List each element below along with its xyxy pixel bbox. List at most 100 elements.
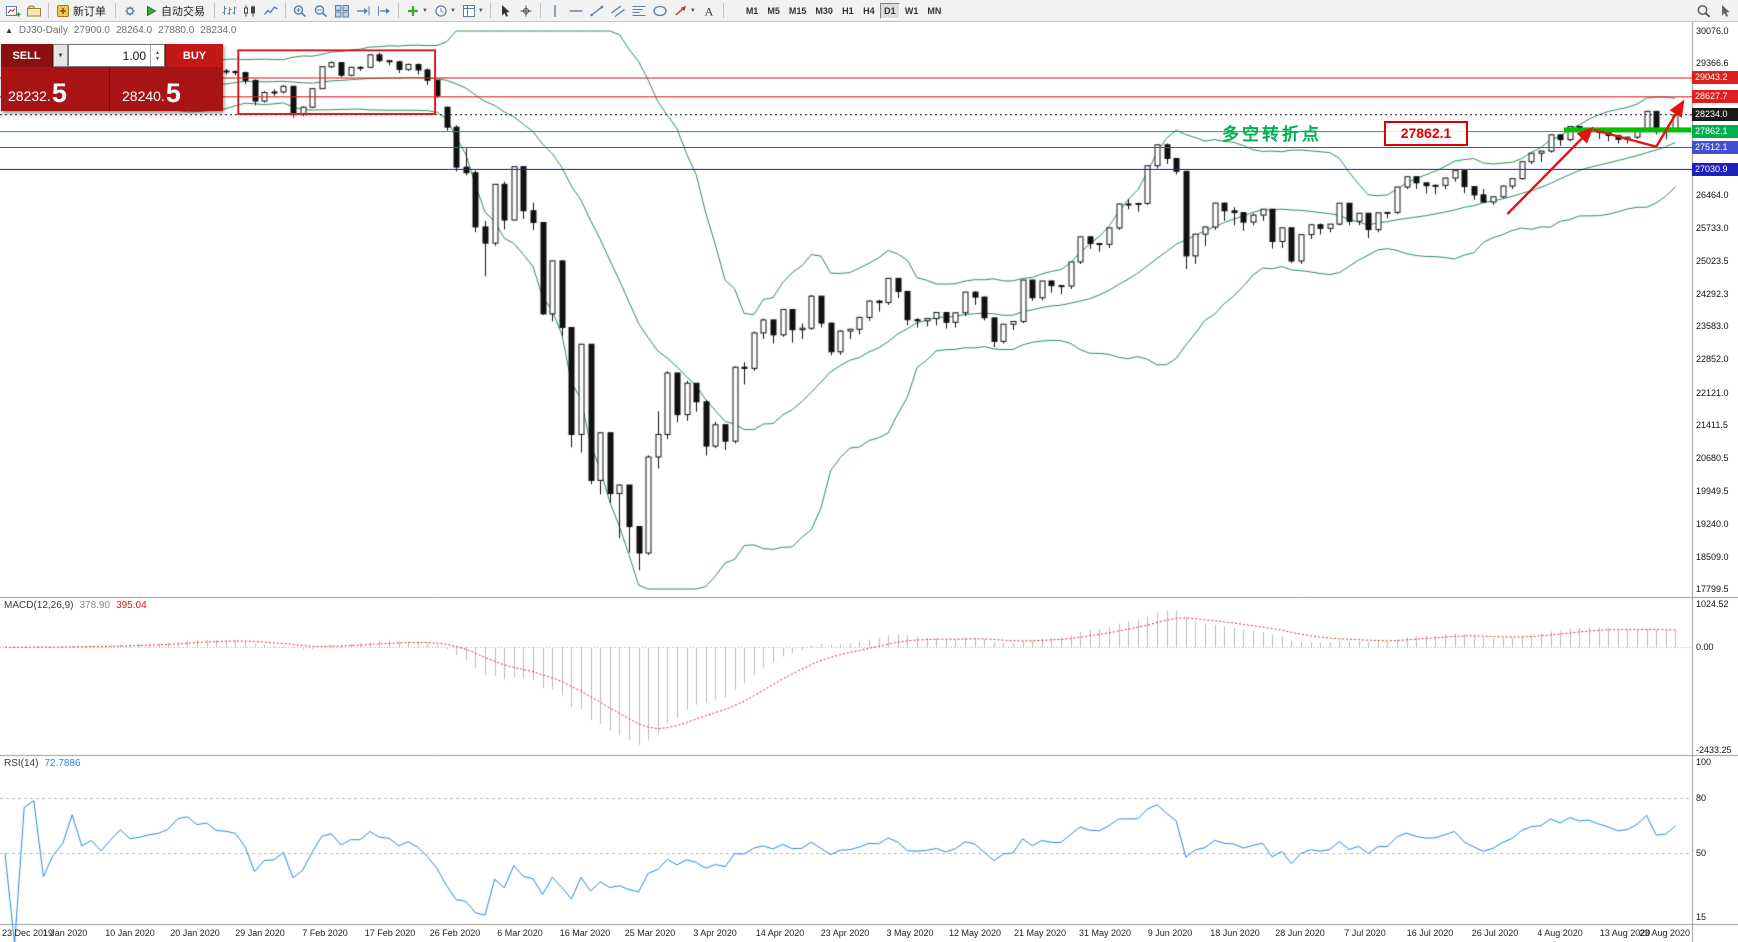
shapes-icon[interactable] — [650, 2, 670, 20]
chart-canvas[interactable] — [0, 22, 1738, 942]
price-axis-label: 17799.5 — [1696, 584, 1729, 594]
time-axis-label: 16 Mar 2020 — [559, 928, 611, 938]
metaeditor-icon[interactable] — [120, 2, 140, 20]
templates-icon[interactable]: ▼ — [459, 2, 486, 20]
volume-field[interactable]: 1.00 ▲ ▼ — [68, 44, 165, 67]
trade-panel-toggle-icon[interactable]: ▲ — [5, 26, 13, 35]
order-type-dropdown[interactable]: ▼ — [53, 44, 68, 67]
text-icon: A — [704, 4, 713, 18]
indicators-icon[interactable]: ▼ — [403, 2, 430, 20]
toolbar-separator — [722, 3, 724, 18]
timeframe-button-m15[interactable]: M15 — [785, 3, 811, 19]
time-axis-label: 28 Jun 2020 — [1275, 928, 1325, 938]
cursor-icon — [501, 4, 510, 17]
candlestick-chart-icon[interactable] — [240, 2, 260, 20]
profiles-icon[interactable] — [24, 2, 44, 20]
volume-stepper[interactable]: ▲ ▼ — [150, 45, 164, 66]
price-axis-label: 23583.0 — [1696, 321, 1729, 332]
timeframe-button-d1[interactable]: D1 — [879, 2, 900, 19]
line-chart-icon[interactable] — [261, 2, 281, 20]
buy-button[interactable]: BUY — [165, 44, 223, 67]
dropdown-caret-icon: ▼ — [449, 7, 456, 14]
text-icon[interactable]: A — [699, 2, 719, 20]
pointer-icon — [1722, 4, 1730, 17]
sell-button[interactable]: SELL — [1, 44, 53, 67]
time-axis-label: 20 Jan 2020 — [170, 928, 220, 938]
time-axis-label: 26 Feb 2020 — [429, 928, 481, 938]
timeframe-button-mn[interactable]: MN — [923, 3, 945, 19]
sell-price-button[interactable]: 28232. 5 — [1, 67, 109, 111]
search-icon[interactable] — [1694, 2, 1714, 20]
cursor-icon[interactable] — [495, 2, 515, 20]
toolbar-separator — [398, 3, 399, 18]
chart-shift-icon[interactable] — [374, 2, 394, 20]
highlight-rectangle[interactable] — [237, 49, 437, 115]
time-axis-label: 7 Feb 2020 — [302, 928, 348, 938]
rsi-axis-label: 80 — [1696, 793, 1707, 804]
support-band-line[interactable] — [1564, 127, 1691, 133]
dropdown-caret-icon: ▼ — [422, 7, 428, 14]
volume-up-icon[interactable]: ▲ — [155, 49, 160, 56]
price-callout-box[interactable]: 27862.1 — [1384, 121, 1468, 146]
toolbar-separator — [214, 3, 215, 18]
time-axis-label: 14 Apr 2020 — [755, 928, 805, 938]
timeframe-button-m5[interactable]: M5 — [763, 3, 784, 19]
buy-price-big-digit: 5 — [165, 78, 181, 108]
autotrading-button-label: 自动交易 — [161, 5, 205, 18]
open-value: 27900.0 — [73, 25, 110, 36]
templates-icon — [462, 4, 475, 17]
crosshair-icon[interactable] — [516, 2, 536, 20]
timeframe-button-m30[interactable]: M30 — [811, 3, 837, 19]
arrows-tool-icon[interactable]: ▼ — [671, 2, 698, 20]
time-axis-label: 25 Mar 2020 — [624, 928, 676, 938]
timeframe-button-h1[interactable]: H1 — [838, 3, 858, 19]
price-axis-label: 25023.5 — [1696, 255, 1729, 266]
time-axis-label: 26 Jul 2020 — [1471, 928, 1519, 938]
fibonacci-icon — [632, 5, 646, 16]
time-axis-label: 23 Dec 2019 — [2, 928, 54, 938]
timeframe-button-m1[interactable]: M1 — [742, 3, 763, 19]
trend-arrow-2[interactable] — [1593, 99, 1685, 149]
vertical-line-icon[interactable] — [545, 2, 565, 20]
trendline-icon[interactable] — [587, 2, 607, 20]
shapes-icon — [653, 5, 667, 16]
auto-scroll-icon[interactable] — [353, 2, 373, 20]
buy-price-button[interactable]: 28240. 5 — [109, 67, 223, 111]
timeframe-button-w1[interactable]: W1 — [901, 3, 923, 19]
time-axis-label: 18 Jun 2020 — [1210, 928, 1260, 938]
channel-icon — [610, 4, 625, 17]
channel-icon[interactable] — [608, 2, 628, 20]
rsi-axis-label: 50 — [1696, 848, 1707, 859]
indicators-icon — [408, 5, 418, 16]
new-chart-icon[interactable] — [3, 2, 23, 20]
macd-signal-value: 395.04 — [116, 600, 147, 611]
horizontal-line-icon[interactable] — [566, 2, 586, 20]
pointer-icon[interactable] — [1715, 2, 1735, 20]
time-axis-label: 21 May 2020 — [1013, 928, 1067, 938]
fibonacci-icon[interactable] — [629, 2, 649, 20]
volume-down-icon[interactable]: ▼ — [155, 55, 160, 62]
rsi-value: 72.7886 — [44, 758, 81, 769]
time-axis-label: 13 Aug 2020 — [1599, 928, 1651, 938]
timeframe-button-h4[interactable]: H4 — [859, 3, 879, 19]
price-axis-label: 26464.0 — [1696, 190, 1729, 201]
price-axis[interactable]: 30076.0 29366.6 26464.0 25733.0 25023.5 24292… — [1692, 22, 1738, 942]
trend-arrow-1[interactable] — [1506, 126, 1594, 215]
periods-icon — [435, 4, 447, 17]
turning-point-annotation[interactable]: 多空转折点 — [1222, 125, 1322, 144]
periods-icon[interactable]: ▼ — [431, 2, 458, 20]
svg-text:A: A — [704, 4, 713, 18]
chart-ohlc-header: ▲ DJ30-Daily 27900.0 28264.0 27880.0 282… — [5, 25, 236, 36]
autotrading-button[interactable]: 自动交易 — [141, 2, 210, 20]
toolbar-separator — [539, 3, 541, 18]
zoom-in-icon[interactable] — [290, 2, 310, 20]
tile-windows-icon[interactable] — [332, 2, 352, 20]
zoom-out-icon[interactable] — [311, 2, 331, 20]
auto-scroll-icon — [357, 6, 370, 15]
new-order-button[interactable]: 新订单 — [53, 2, 111, 20]
horizontal-line-icon — [569, 9, 583, 12]
time-axis[interactable]: 23 Dec 2019 1 Jan 2020 10 Jan 2020 20 Jan 2… — [0, 924, 1692, 942]
bar-chart-icon[interactable] — [219, 2, 239, 20]
volume-value: 1.00 — [122, 49, 146, 63]
